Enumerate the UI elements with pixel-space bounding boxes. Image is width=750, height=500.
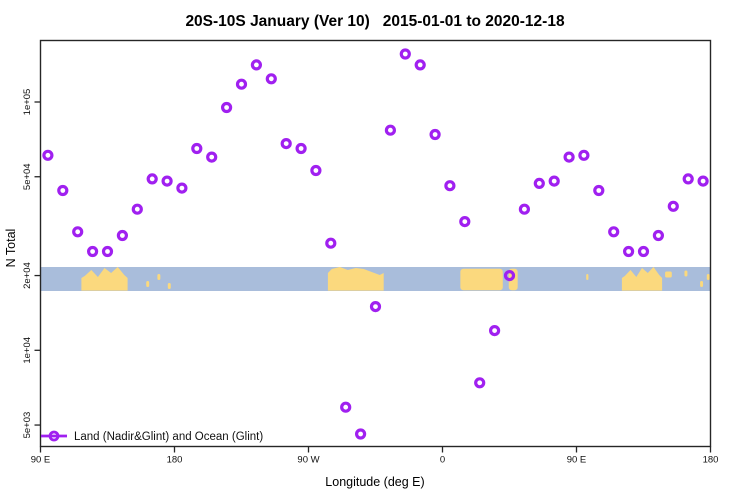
x-tick-label: 90 E bbox=[31, 455, 51, 466]
plot-frame bbox=[39, 39, 712, 448]
x-tick-label: 180 bbox=[703, 455, 719, 466]
land-mass-island bbox=[157, 274, 161, 280]
y-tick-label: 1e+05 bbox=[22, 89, 33, 116]
data-point bbox=[86, 245, 99, 258]
data-point bbox=[518, 203, 531, 215]
data-point bbox=[191, 142, 203, 155]
data-point bbox=[250, 59, 262, 71]
data-point bbox=[548, 175, 560, 187]
y-tick-label: 5e+03 bbox=[22, 412, 33, 439]
data-point bbox=[503, 270, 516, 282]
data-point bbox=[310, 164, 322, 177]
data-point bbox=[667, 200, 679, 212]
data-point bbox=[206, 151, 218, 163]
x-axis-title: Longitude (deg E) bbox=[325, 475, 425, 489]
data-point bbox=[652, 229, 665, 242]
x-tick-label: 90 E bbox=[567, 455, 587, 466]
x-tick-label: 180 bbox=[167, 455, 183, 466]
data-point bbox=[325, 237, 337, 249]
data-point bbox=[42, 149, 54, 161]
data-point bbox=[161, 175, 173, 187]
data-point bbox=[489, 325, 501, 337]
y-tick-label: 2e+04 bbox=[22, 262, 33, 289]
data-point bbox=[116, 229, 129, 242]
data-point bbox=[131, 203, 143, 215]
data-point bbox=[355, 428, 367, 440]
data-point bbox=[622, 245, 635, 258]
data-point bbox=[176, 182, 188, 194]
land-mass bbox=[460, 268, 503, 291]
y-tick-label: 5e+04 bbox=[22, 163, 33, 190]
land-mass-island bbox=[586, 274, 589, 280]
data-point bbox=[578, 149, 590, 161]
data-point bbox=[146, 173, 158, 185]
land-mass bbox=[81, 267, 128, 291]
data-point bbox=[72, 226, 84, 238]
data-point bbox=[369, 301, 382, 313]
data-point bbox=[295, 142, 307, 155]
data-point bbox=[221, 101, 233, 114]
data-point bbox=[280, 138, 292, 150]
land-mass-island bbox=[665, 271, 672, 278]
y-axis-title: N Total bbox=[4, 228, 18, 268]
y-tick-label: 1e+04 bbox=[22, 337, 33, 364]
data-point bbox=[697, 175, 709, 187]
data-point bbox=[593, 184, 605, 197]
data-point bbox=[682, 173, 694, 185]
land-mass-island bbox=[146, 281, 150, 287]
data-point bbox=[399, 48, 411, 60]
land-mass-island bbox=[706, 274, 710, 280]
data-point bbox=[429, 128, 441, 141]
land-mass-island bbox=[167, 283, 171, 289]
data-point bbox=[444, 180, 456, 192]
land-mass-island bbox=[684, 270, 688, 277]
legend-label: Land (Nadir&Glint) and Ocean (Glint) bbox=[74, 431, 263, 443]
plot-title: 20S-10S January (Ver 10) 2015-01-01 to 2… bbox=[185, 13, 565, 30]
data-point bbox=[533, 177, 545, 189]
data-point bbox=[235, 78, 248, 90]
data-point bbox=[265, 73, 277, 85]
x-tick-label: 0 bbox=[440, 455, 445, 466]
data-point bbox=[474, 377, 486, 389]
data-point bbox=[340, 401, 352, 413]
land-mass bbox=[327, 267, 384, 291]
data-point bbox=[637, 245, 650, 258]
data-point bbox=[608, 226, 620, 238]
data-point bbox=[414, 59, 426, 71]
land-mass-island bbox=[700, 281, 704, 287]
data-point bbox=[563, 151, 575, 163]
x-tick-label: 90 W bbox=[297, 455, 319, 466]
land-mass bbox=[621, 267, 663, 291]
data-point bbox=[384, 124, 396, 136]
data-point bbox=[57, 184, 69, 197]
data-point bbox=[459, 216, 471, 228]
data-point bbox=[101, 245, 114, 258]
legend-marker-sample bbox=[48, 430, 60, 442]
